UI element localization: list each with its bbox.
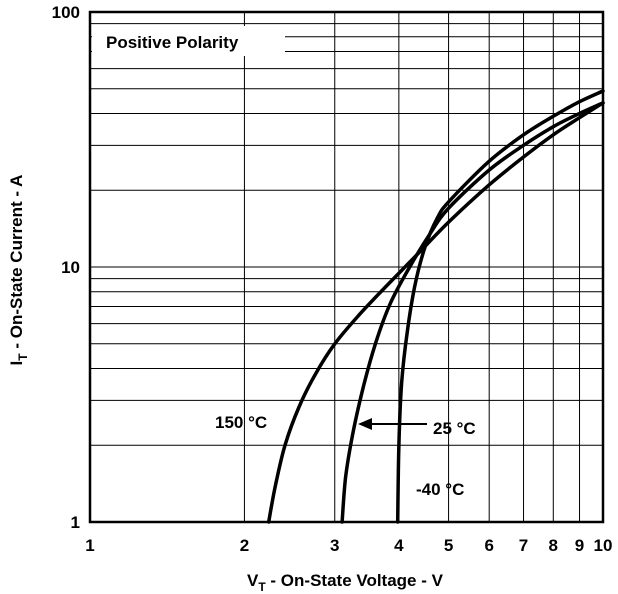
x-tick-label: 7 <box>519 536 528 555</box>
series-label-150c: 150 °C <box>215 413 267 432</box>
x-tick-label: 10 <box>594 536 613 555</box>
y-axis-title-subscript: T <box>16 353 30 361</box>
x-tick-label: 3 <box>330 536 339 555</box>
x-axis-title-subscript: T <box>258 580 266 594</box>
x-tick-label: 5 <box>444 536 453 555</box>
x-tick-label: 1 <box>85 536 94 555</box>
tick-labels: 1 2 3 4 5 6 7 8 9 10 1 10 100 <box>52 3 613 555</box>
y-tick-label: 1 <box>71 513 80 532</box>
plot-frame <box>88 10 605 524</box>
series-label-25c: 25 °C <box>433 419 476 438</box>
curve-minus40c <box>395 89 605 524</box>
x-axis-title: VT - On-State Voltage - V <box>247 571 444 594</box>
x-tick-label: 8 <box>549 536 558 555</box>
y-tick-label: 100 <box>52 3 80 22</box>
annotation-label: Positive Polarity <box>106 33 239 52</box>
y-axis-title: IT - On-State Current - A <box>7 175 30 366</box>
x-tick-label: 2 <box>240 536 249 555</box>
annotation-box <box>92 26 285 56</box>
curves <box>266 89 605 524</box>
curve-25c <box>340 101 605 524</box>
x-tick-label: 9 <box>575 536 584 555</box>
series-label-minus40c: -40 °C <box>416 480 464 499</box>
curve-150c <box>266 101 605 524</box>
y-tick-label: 10 <box>61 258 80 277</box>
x-tick-label: 6 <box>484 536 493 555</box>
x-tick-label: 4 <box>394 536 404 555</box>
arrow-icon <box>358 418 427 430</box>
grid <box>88 10 605 524</box>
